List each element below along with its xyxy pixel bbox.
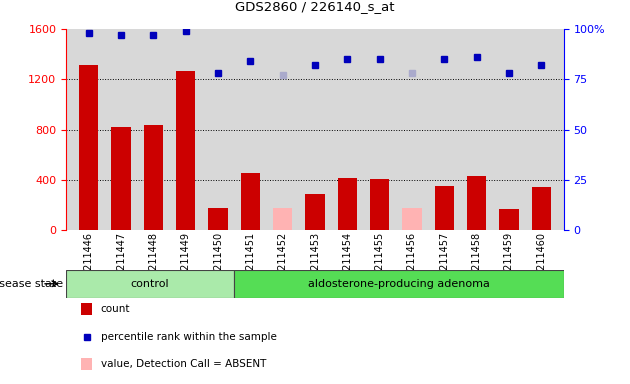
Text: GDS2860 / 226140_s_at: GDS2860 / 226140_s_at: [235, 0, 395, 13]
Bar: [66, 270, 234, 298]
Bar: [499, 209, 518, 230]
Bar: [176, 71, 195, 230]
Text: control: control: [131, 279, 169, 289]
Bar: [234, 270, 564, 298]
Text: count: count: [101, 304, 130, 314]
Text: disease state: disease state: [0, 279, 63, 289]
Bar: [112, 127, 131, 230]
Bar: [273, 209, 292, 230]
Bar: [241, 173, 260, 230]
Bar: [144, 124, 163, 230]
Bar: [532, 187, 551, 230]
Bar: [209, 209, 227, 230]
Bar: [79, 65, 98, 230]
Text: aldosterone-producing adenoma: aldosterone-producing adenoma: [308, 279, 490, 289]
Bar: [435, 186, 454, 230]
Text: value, Detection Call = ABSENT: value, Detection Call = ABSENT: [101, 359, 266, 369]
Bar: [306, 194, 324, 230]
Bar: [403, 208, 421, 230]
Bar: [370, 179, 389, 230]
Bar: [338, 178, 357, 230]
Bar: [81, 358, 92, 371]
Bar: [81, 303, 92, 315]
Bar: [467, 175, 486, 230]
Text: percentile rank within the sample: percentile rank within the sample: [101, 332, 277, 342]
